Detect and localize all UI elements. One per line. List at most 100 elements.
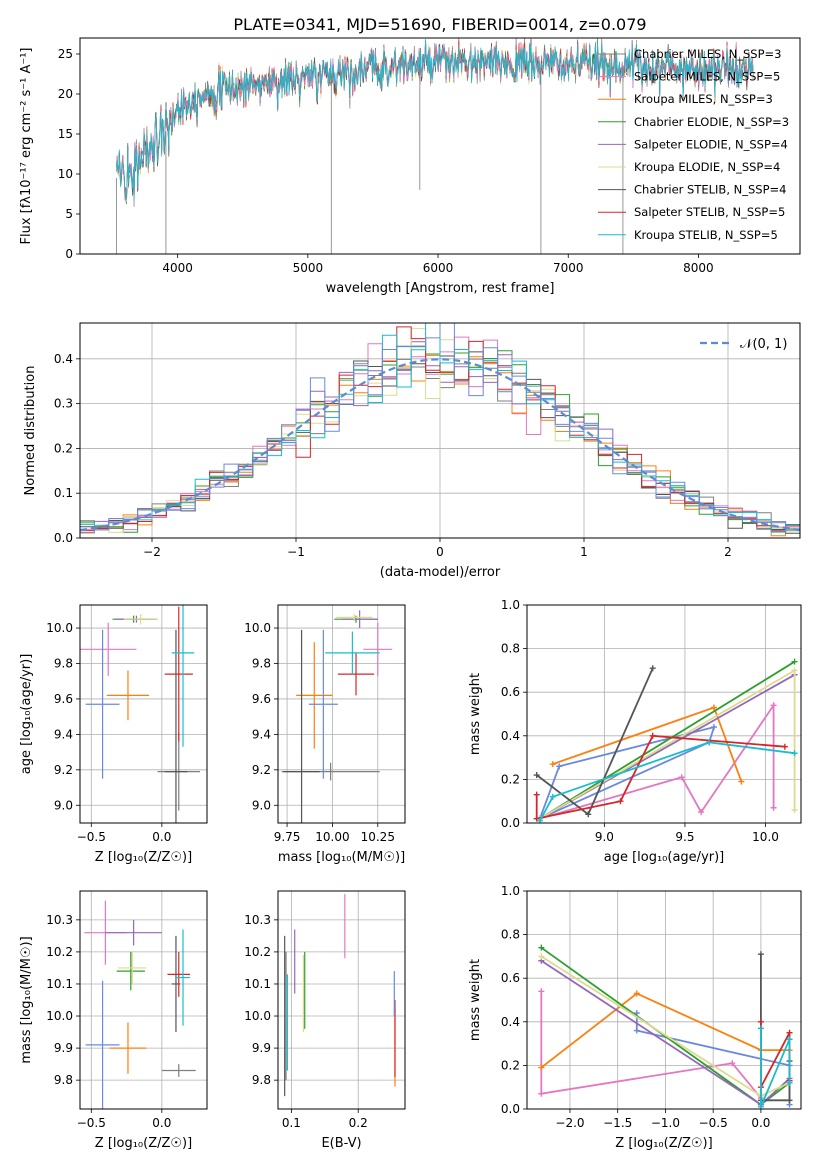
y-tick-label: 9.8	[54, 656, 73, 670]
axes-frame	[79, 37, 801, 255]
data-point	[757, 1018, 764, 1025]
x-tick-label: −0.5	[699, 1116, 728, 1130]
legend-label: Kroupa ELODIE, N_SSP=4	[634, 160, 780, 174]
x-tick-label: 0.0	[152, 1116, 171, 1130]
errorbar-point	[105, 919, 162, 946]
y-tick-label: 0.2	[501, 772, 520, 786]
data-point	[549, 761, 556, 768]
y-axis-label: age [log₁₀(age/yr)]	[19, 654, 34, 775]
plot-area-residuals	[80, 323, 800, 537]
legend-label: Salpeter ELODIE, N_SSP=4	[634, 137, 788, 151]
axes-frame	[526, 604, 802, 824]
data-point	[538, 953, 545, 960]
data-point	[710, 724, 717, 731]
data-point	[791, 658, 798, 665]
data-point	[585, 811, 592, 818]
y-tick-label: 15	[58, 127, 73, 141]
errorbar-point	[116, 951, 145, 991]
x-tick-label: 7000	[553, 261, 584, 275]
y-tick-label: 0.6	[501, 971, 520, 985]
errorbar-point	[109, 1022, 147, 1074]
y-tick-label: 1.0	[501, 598, 520, 612]
y-tick-label: 9.4	[252, 727, 271, 741]
x-axis-label: Z [log₁₀(Z/Z☉)]	[615, 1136, 712, 1151]
axes-frame	[277, 604, 406, 824]
y-tick-label: 9.0	[252, 798, 271, 812]
errorbar-point	[363, 622, 393, 676]
y-tick-label: 0.0	[501, 816, 520, 830]
y-axis-label: mass weight	[468, 673, 483, 755]
plot-area-spectrum	[116, 38, 754, 254]
y-tick-label: 0.2	[501, 1058, 520, 1072]
data-point	[538, 988, 545, 995]
data-point	[533, 791, 540, 798]
x-tick-label: 0.2	[349, 1116, 368, 1130]
data-point	[533, 772, 540, 779]
x-tick-label: −1	[287, 545, 305, 559]
errorbar-point	[336, 613, 373, 621]
panel-age_vs_Z: −0.5 0.0 9.0 9.2 9.4 9.6 9.8 10.0 Z [log₁₀(Z/Z☉)…	[19, 604, 208, 865]
data-point	[786, 1036, 793, 1043]
x-axis-label: (data-model)/error	[380, 565, 501, 580]
x-tick-label: −2.0	[555, 1116, 584, 1130]
errorbar-point	[85, 980, 120, 1109]
data-point	[533, 815, 540, 822]
data-point	[770, 804, 777, 811]
y-axis-label: Flux [fλ10⁻¹⁷ erg cm⁻² s⁻¹ A⁻¹]	[19, 48, 34, 245]
x-tick-label: 9.0	[595, 830, 614, 844]
y-tick-label: 0.6	[501, 685, 520, 699]
axes-frame	[79, 890, 208, 1110]
panel-mass_vs_Z: −0.5 0.0 9.8 9.9 10.0 10.1 10.2 10.3 Z [log₁₀(Z/…	[19, 890, 208, 1151]
y-tick-label: 0.0	[54, 531, 73, 545]
series-line	[539, 660, 796, 820]
errorbar-point	[308, 629, 338, 779]
y-tick-label: 10.1	[46, 977, 73, 991]
legend-label: Salpeter STELIB, N_SSP=5	[634, 205, 785, 219]
y-tick-label: 0.4	[501, 1015, 520, 1029]
y-axis-label: mass weight	[468, 959, 483, 1041]
axes-frame	[79, 604, 208, 824]
plot-area-weight_vs_Z	[538, 944, 793, 1109]
spectrum-line	[116, 39, 754, 201]
y-tick-label: 9.8	[54, 1073, 73, 1087]
x-tick-label: 0.0	[751, 1116, 770, 1130]
errorbar-point	[325, 631, 380, 675]
data-point	[649, 732, 656, 739]
y-tick-label: 20	[58, 87, 73, 101]
x-tick-label: 10.0	[752, 830, 779, 844]
y-tick-label: 10.0	[46, 621, 73, 635]
y-tick-label: 9.0	[54, 798, 73, 812]
y-tick-label: 9.8	[252, 1073, 271, 1087]
normal-curve	[80, 358, 800, 532]
x-tick-label: 2	[724, 545, 732, 559]
panel-weight_vs_Z: −2.0 −1.5 −1.0 −0.5 0.0 0.0 0.2 0.4 0.6 0.8 1.0 Z […	[468, 884, 802, 1151]
legend-label: Chabrier STELIB, N_SSP=4	[634, 183, 786, 197]
data-point	[538, 1064, 545, 1071]
data-point	[633, 1027, 640, 1034]
y-tick-label: 10.2	[46, 945, 73, 959]
x-tick-label: 1	[580, 545, 588, 559]
data-point	[757, 951, 764, 958]
y-axis-label: mass [log₁₀(M/M☉)]	[19, 936, 34, 1063]
y-tick-label: 0	[65, 247, 73, 261]
series-line	[540, 991, 762, 1099]
y-axis-label: Normed distribution	[23, 366, 38, 496]
plot-area-weight_vs_age	[533, 658, 798, 823]
errorbar-point	[164, 629, 188, 823]
x-tick-label: 9.75	[274, 830, 301, 844]
errorbar-point	[85, 629, 120, 779]
y-tick-label: 0.0	[501, 1102, 520, 1116]
plot-area-mass_vs_Z	[84, 900, 196, 1109]
x-tick-label: 0.0	[152, 830, 171, 844]
y-tick-label: 10	[58, 167, 73, 181]
y-tick-label: 10.0	[244, 621, 271, 635]
plot-area-age_vs_Z	[80, 605, 200, 823]
y-tick-label: 1.0	[501, 884, 520, 898]
y-tick-label: 10.3	[46, 913, 73, 927]
errorbar-point	[80, 622, 137, 676]
y-tick-label: 9.2	[54, 763, 73, 777]
y-tick-label: 9.9	[54, 1041, 73, 1055]
y-tick-label: 0.4	[501, 729, 520, 743]
x-tick-label: −1.0	[651, 1116, 680, 1130]
legend-label: Kroupa MILES, N_SSP=3	[634, 92, 773, 106]
